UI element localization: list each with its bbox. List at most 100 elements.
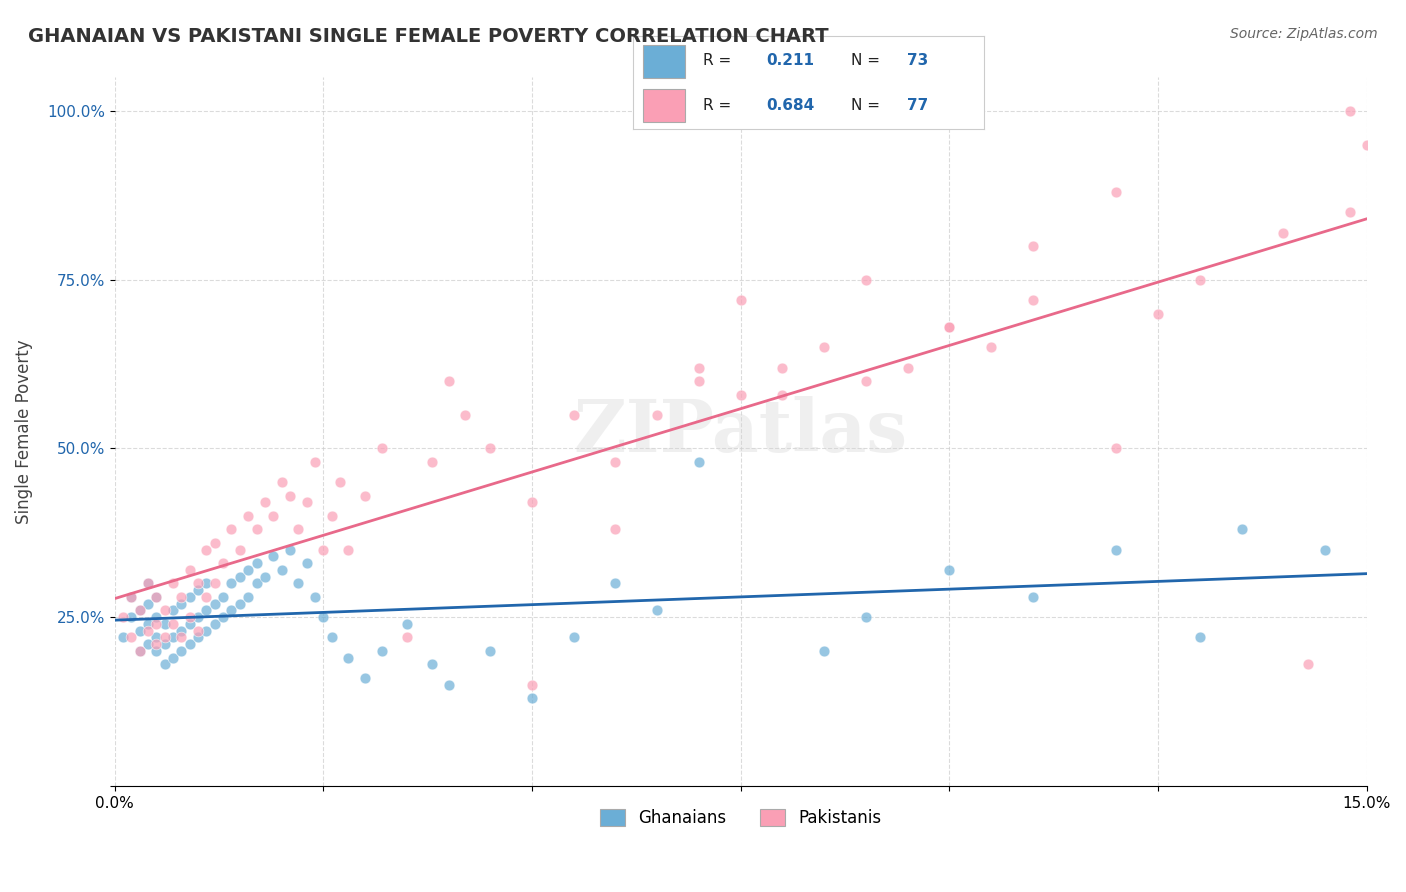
Point xyxy=(212,610,235,624)
Point xyxy=(938,320,960,334)
Point xyxy=(187,610,209,624)
Point xyxy=(855,610,877,624)
Point xyxy=(278,542,301,557)
Point xyxy=(562,631,585,645)
Point xyxy=(111,631,134,645)
Point xyxy=(312,542,335,557)
Point xyxy=(813,340,835,354)
Point xyxy=(295,495,318,509)
Point xyxy=(1188,273,1211,287)
Point xyxy=(270,475,292,490)
Legend: Ghanaians, Pakistanis: Ghanaians, Pakistanis xyxy=(593,803,889,834)
Point xyxy=(162,603,184,617)
Point xyxy=(980,340,1002,354)
Point xyxy=(520,677,543,691)
Point xyxy=(162,631,184,645)
Point xyxy=(204,576,226,591)
Point xyxy=(479,442,502,456)
Point xyxy=(153,637,176,651)
Point xyxy=(395,631,418,645)
Point xyxy=(371,442,394,456)
Point xyxy=(437,677,460,691)
Point xyxy=(170,590,193,604)
Point xyxy=(730,387,752,401)
Point xyxy=(645,408,668,422)
Point xyxy=(253,495,276,509)
Text: N =: N = xyxy=(851,54,880,69)
Point xyxy=(938,320,960,334)
Point xyxy=(354,489,377,503)
Point xyxy=(730,293,752,307)
Point xyxy=(221,603,243,617)
Point xyxy=(153,657,176,672)
Point xyxy=(204,597,226,611)
Point xyxy=(855,374,877,388)
Point xyxy=(195,576,218,591)
Point xyxy=(645,603,668,617)
Point xyxy=(1272,226,1295,240)
Point xyxy=(179,563,201,577)
Point xyxy=(153,603,176,617)
Point xyxy=(321,631,343,645)
FancyBboxPatch shape xyxy=(644,45,686,78)
Point xyxy=(938,563,960,577)
Point xyxy=(520,495,543,509)
Point xyxy=(204,616,226,631)
Point xyxy=(520,691,543,706)
Point xyxy=(312,610,335,624)
Point xyxy=(221,523,243,537)
Point xyxy=(187,583,209,598)
Y-axis label: Single Female Poverty: Single Female Poverty xyxy=(15,339,32,524)
Point xyxy=(136,624,159,638)
Point xyxy=(128,624,150,638)
Point xyxy=(221,576,243,591)
Point xyxy=(136,576,159,591)
Point xyxy=(605,523,627,537)
Point xyxy=(195,603,218,617)
Point xyxy=(270,563,292,577)
Point xyxy=(229,569,252,583)
Point xyxy=(229,597,252,611)
Point xyxy=(278,489,301,503)
Point xyxy=(304,590,326,604)
Point xyxy=(212,556,235,570)
Point xyxy=(128,644,150,658)
Point xyxy=(395,616,418,631)
Point xyxy=(420,657,443,672)
Point xyxy=(229,542,252,557)
FancyBboxPatch shape xyxy=(644,89,686,122)
Point xyxy=(1105,442,1128,456)
Point xyxy=(195,542,218,557)
Point xyxy=(136,597,159,611)
Point xyxy=(1188,631,1211,645)
Point xyxy=(170,624,193,638)
Point xyxy=(212,590,235,604)
Point xyxy=(120,590,142,604)
Point xyxy=(162,650,184,665)
Text: R =: R = xyxy=(703,98,731,113)
Point xyxy=(195,624,218,638)
Point xyxy=(179,590,201,604)
Point xyxy=(287,576,309,591)
Point xyxy=(162,576,184,591)
Point xyxy=(855,273,877,287)
Point xyxy=(437,374,460,388)
Text: 77: 77 xyxy=(907,98,928,113)
Point xyxy=(238,508,260,523)
Text: ZIPatlas: ZIPatlas xyxy=(574,396,908,467)
Point xyxy=(179,616,201,631)
Point xyxy=(262,508,284,523)
Point xyxy=(187,576,209,591)
Point xyxy=(145,590,167,604)
Text: 73: 73 xyxy=(907,54,928,69)
Text: Source: ZipAtlas.com: Source: ZipAtlas.com xyxy=(1230,27,1378,41)
Point xyxy=(287,523,309,537)
Point xyxy=(1105,542,1128,557)
Text: R =: R = xyxy=(703,54,731,69)
Point xyxy=(153,631,176,645)
Point xyxy=(179,610,201,624)
Point xyxy=(128,603,150,617)
Point xyxy=(337,650,360,665)
Point xyxy=(245,556,267,570)
Point xyxy=(688,455,710,469)
